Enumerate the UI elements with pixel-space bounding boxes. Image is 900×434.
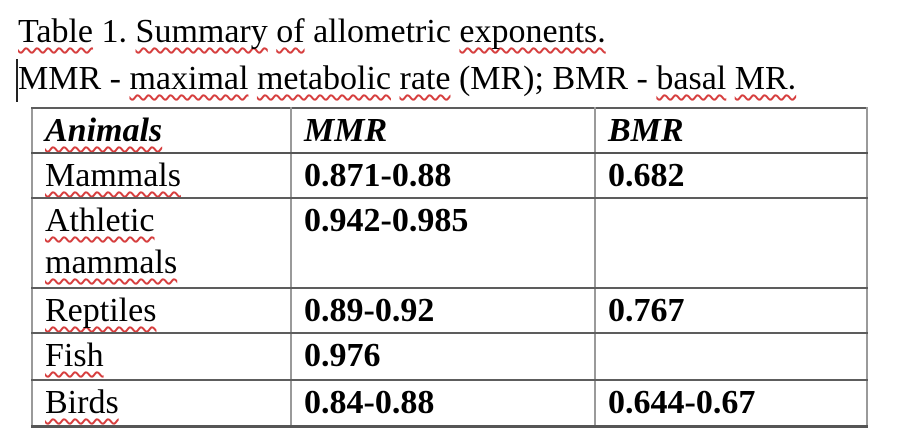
animal-name: Athletic mammals [45,202,178,281]
animal-cell[interactable]: Fish [31,332,292,381]
allometric-exponents-table: Animals MMR BMR Mammals 0.871-0.88 0.682… [31,107,868,428]
mmr-value: 0.976 [304,337,381,374]
table-header-row: Animals MMR BMR [31,107,868,154]
animal-cell[interactable]: Athletic mammals [31,197,292,289]
caption-word: Summary [135,13,268,50]
column-header-animals[interactable]: Animals [31,107,292,154]
column-header-label: MMR [304,112,388,149]
mmr-cell[interactable]: 0.976 [290,332,596,381]
mmr-value: 0.89-0.92 [304,292,435,329]
caption-word [726,60,735,97]
column-header-label: BMR [608,112,684,149]
caption-word: 1. [93,13,136,50]
caption-word: of [276,13,305,50]
mmr-cell[interactable]: 0.84-0.88 [290,379,596,428]
bmr-cell[interactable]: 0.644-0.67 [594,379,868,428]
caption-word: basal [656,60,727,97]
bmr-cell[interactable] [594,197,868,289]
table-row: Mammals 0.871-0.88 0.682 [31,152,868,199]
animal-name: Fish [45,337,104,374]
mmr-value: 0.871-0.88 [304,157,452,194]
mmr-value: 0.942-0.985 [304,202,469,239]
caption-word: metabolic [256,60,391,97]
table-row: Athletic mammals 0.942-0.985 [31,197,868,289]
caption-word: maximal [129,60,249,97]
animal-cell[interactable]: Reptiles [31,287,292,334]
bmr-value: 0.644-0.67 [608,384,756,421]
caption-word: (MR); BMR - [450,60,657,97]
table-row: Reptiles 0.89-0.92 0.767 [31,287,868,334]
column-header-bmr[interactable]: BMR [594,107,868,154]
table-row: Fish 0.976 [31,332,868,381]
bmr-cell[interactable]: 0.682 [594,152,868,199]
bmr-value: 0.767 [608,292,685,329]
caption-word: exponents. [459,13,606,50]
caption-word: MR. [734,60,797,97]
bmr-value: 0.682 [608,157,685,194]
bmr-cell[interactable]: 0.767 [594,287,868,334]
bmr-cell[interactable] [594,332,868,381]
animal-cell[interactable]: Birds [31,379,292,428]
caption-word: MMR - [18,60,130,97]
animal-name: Mammals [45,157,181,194]
animal-name: Birds [45,384,119,421]
mmr-cell[interactable]: 0.89-0.92 [290,287,596,334]
abbreviation-definition-line[interactable]: MMR - maximal metabolic rate (MR); BMR -… [0,55,900,102]
table-caption-line[interactable]: Table 1. Summary of allometric exponents… [0,0,900,55]
mmr-cell[interactable]: 0.942-0.985 [290,197,596,289]
caption-word: rate [399,60,451,97]
caption-word: Table [18,13,94,50]
caption-word: allometric [304,13,460,50]
mmr-cell[interactable]: 0.871-0.88 [290,152,596,199]
table-row: Birds 0.84-0.88 0.644-0.67 [31,379,868,428]
animal-name: Reptiles [45,292,157,329]
column-header-label: Animals [45,112,163,149]
caption-word [248,60,257,97]
column-header-mmr[interactable]: MMR [290,107,596,154]
caption-word [391,60,400,97]
mmr-value: 0.84-0.88 [304,384,435,421]
animal-cell[interactable]: Mammals [31,152,292,199]
text-cursor [16,59,18,102]
caption-word [268,13,277,50]
